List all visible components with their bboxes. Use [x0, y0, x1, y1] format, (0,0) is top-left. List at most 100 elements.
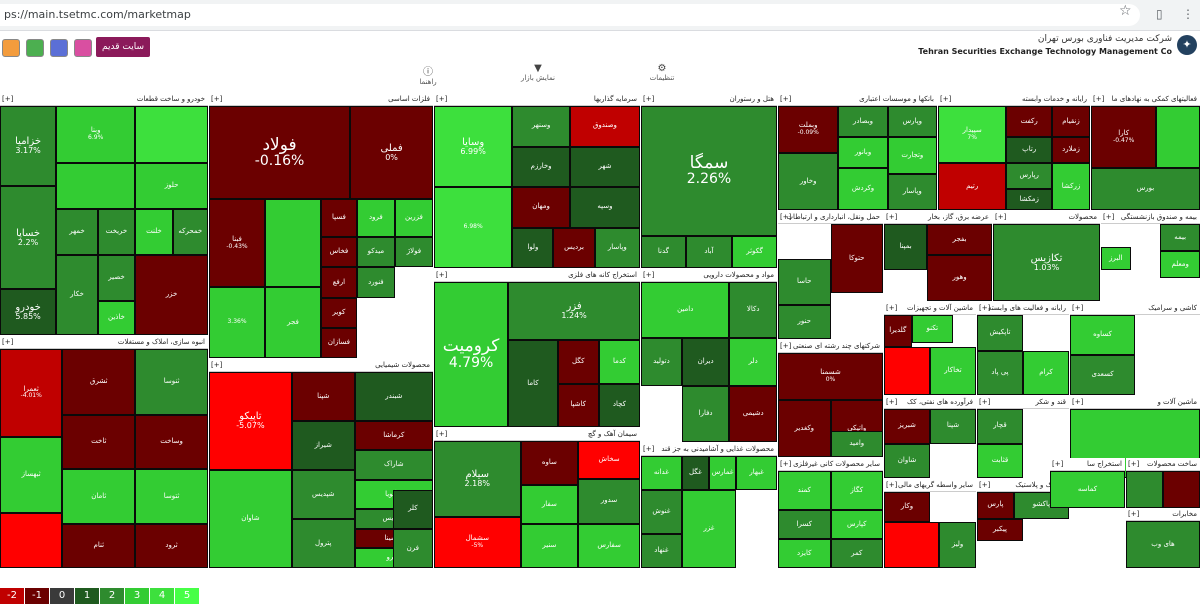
stock-cell[interactable]: وتجارت — [887, 137, 937, 174]
stock-cell[interactable]: وخارزم — [512, 146, 570, 187]
stock-cell[interactable]: کایزد — [778, 538, 831, 568]
stock-cell[interactable]: فنورد — [356, 267, 395, 298]
stock-cell[interactable]: رکفت — [1006, 106, 1052, 138]
stock-cell[interactable]: ومعلم — [1160, 250, 1200, 278]
stock-cell[interactable]: شبندر — [354, 372, 433, 421]
expand-icon[interactable]: [+] — [979, 481, 991, 489]
sector-title[interactable]: [+] شرکتهای چند رشته ای صنعتی — [778, 340, 883, 353]
stock-cell[interactable]: شپدیس — [291, 470, 355, 519]
stock-cell[interactable]: وکردش — [838, 168, 888, 210]
help-nav-item[interactable]: ⓘ راهنما — [398, 63, 458, 86]
stock-cell[interactable]: آباد — [685, 235, 733, 268]
stock-cell[interactable]: ثنام — [62, 524, 136, 568]
stock-cell[interactable] — [1156, 106, 1200, 169]
stock-cell[interactable]: غزر — [681, 489, 737, 568]
stock-cell[interactable]: ثعمرا -4.01% — [0, 349, 63, 437]
stock-cell[interactable]: سپیدار 7% — [938, 106, 1007, 164]
expand-icon[interactable]: [+] — [886, 481, 898, 489]
stock-cell[interactable]: وپارس — [887, 106, 937, 138]
stock-cell[interactable]: خریخت — [97, 209, 136, 255]
stock-cell[interactable]: ثاخت — [62, 414, 136, 470]
stock-cell[interactable] — [0, 513, 63, 568]
stock-cell[interactable]: فزرین — [394, 199, 433, 238]
stock-cell[interactable]: خصیر — [97, 254, 136, 301]
stock-cell[interactable]: ثرود — [135, 524, 208, 568]
stock-cell[interactable]: حاسا — [778, 258, 831, 305]
sector-title[interactable]: [+] ماشین آلات و تجهیزات — [884, 302, 976, 315]
stock-cell[interactable]: کمر — [830, 538, 883, 568]
stock-cell[interactable]: ثنوسا — [135, 349, 208, 415]
stock-cell[interactable]: غنهاد — [641, 534, 682, 568]
sector-title[interactable]: [+] سیمان آهک و گچ — [434, 428, 640, 441]
old-site-button[interactable]: سایت قدیم — [96, 37, 150, 57]
sector-title[interactable]: [+] کاشی و سرامیک — [1070, 302, 1200, 315]
stock-cell[interactable]: وپاسار — [887, 173, 937, 210]
stock-cell[interactable]: رپارس — [1006, 163, 1052, 190]
stock-cell[interactable]: ثامان — [62, 469, 136, 525]
stock-cell[interactable]: کگاز — [830, 471, 883, 510]
stock-cell[interactable]: رتیم — [938, 163, 1007, 210]
stock-cell[interactable]: کرام — [1023, 351, 1069, 395]
expand-icon[interactable]: [+] — [940, 95, 952, 103]
stock-cell[interactable]: کسعدی — [1070, 355, 1135, 395]
stock-cell[interactable] — [884, 522, 940, 568]
market-view-nav-item[interactable]: ▼ نمایش بازار — [508, 63, 568, 82]
address-bar[interactable]: ps://main.tsetmc.com/marketmap — [0, 4, 1140, 26]
stock-cell[interactable]: سفار — [520, 485, 579, 524]
stock-cell[interactable]: فجر — [265, 287, 321, 358]
stock-cell[interactable]: شاوان — [209, 470, 292, 568]
stock-cell[interactable] — [1163, 471, 1200, 508]
stock-cell[interactable] — [135, 106, 208, 164]
settings-nav-item[interactable]: ⚙ تنظیمات — [632, 63, 692, 82]
stock-cell[interactable]: کگل — [557, 340, 599, 384]
sector-title[interactable]: [+] استخراج کانه های فلزی — [434, 269, 640, 282]
stock-cell[interactable]: ثبهساز — [0, 436, 63, 514]
sector-title[interactable]: [+] انبوه سازی، املاک و مستغلات — [0, 336, 208, 349]
sector-title[interactable]: [+] فعالیتهای کمکی به نهادهای ما — [1091, 93, 1200, 106]
stock-cell[interactable]: پارس — [977, 492, 1014, 519]
stock-cell[interactable]: فخاس — [321, 237, 357, 268]
sector-title[interactable]: [+] استخراج سا — [1050, 458, 1125, 471]
stock-cell[interactable]: فملی 0% — [350, 106, 433, 200]
stock-cell[interactable]: خودرو 5.85% — [0, 289, 57, 335]
sector-title[interactable]: [+] رایانه و خدمات وابسته — [938, 93, 1090, 106]
stock-cell[interactable]: وبنا 6.9% — [56, 106, 136, 164]
stock-cell[interactable]: شپنا — [291, 372, 355, 421]
stock-cell[interactable]: سنیر — [520, 523, 579, 568]
stock-cell[interactable]: وسنهر — [512, 106, 570, 147]
stock-cell[interactable]: کماسه — [1050, 471, 1125, 508]
stock-cell[interactable]: دکالا — [729, 282, 777, 338]
stock-cell[interactable]: زرکشا — [1052, 163, 1090, 210]
expand-icon[interactable]: [+] — [780, 213, 792, 221]
expand-icon[interactable]: [+] — [780, 95, 792, 103]
expand-icon[interactable]: [+] — [211, 95, 223, 103]
stock-cell[interactable]: فزر 1.24% — [508, 282, 640, 340]
star-icon[interactable]: ☆ — [1119, 3, 1132, 19]
sector-title[interactable]: [+] خودرو و ساخت قطعات — [0, 93, 208, 106]
stock-cell[interactable]: کچاد — [598, 383, 640, 427]
stock-cell[interactable]: سیلام 2.18% — [434, 441, 521, 518]
stock-cell[interactable]: ولوا — [512, 227, 554, 268]
expand-icon[interactable]: [+] — [979, 398, 991, 406]
stock-cell[interactable]: قچار — [977, 409, 1023, 444]
stock-cell[interactable]: فرن — [392, 528, 433, 568]
sector-title[interactable]: [+] حمل ونقل، انبارداری و ارتباطات — [778, 211, 883, 224]
stock-cell[interactable]: گکوثر — [732, 235, 777, 268]
stock-cell[interactable]: دفارا — [681, 386, 730, 442]
stock-cell[interactable]: تخاکار — [930, 347, 976, 395]
stock-cell[interactable]: بیمه — [1160, 224, 1200, 251]
sector-title[interactable]: [+] سایر محصولات کانی غیرفلزی — [778, 458, 883, 471]
stock-cell[interactable]: فسپا — [321, 199, 357, 238]
stock-cell[interactable]: وسپه — [569, 187, 640, 228]
stock-cell[interactable]: فبنا -0.43% — [209, 199, 265, 288]
stock-cell[interactable]: سشمال -5% — [434, 517, 521, 568]
stock-cell[interactable]: وکغدیر — [778, 399, 831, 457]
stock-cell[interactable]: بمپنا — [884, 224, 928, 271]
expand-icon[interactable]: [+] — [211, 361, 223, 369]
expand-icon[interactable]: [+] — [1103, 213, 1115, 221]
stock-cell[interactable]: غدانه — [641, 456, 682, 490]
stock-cell[interactable]: کاشپا — [557, 383, 599, 427]
stock-cell[interactable]: تاپیکو -5.07% — [209, 372, 292, 470]
stock-cell[interactable]: دیران — [681, 338, 730, 386]
sector-title[interactable]: [+] ماشین آلات و — [1070, 396, 1200, 409]
